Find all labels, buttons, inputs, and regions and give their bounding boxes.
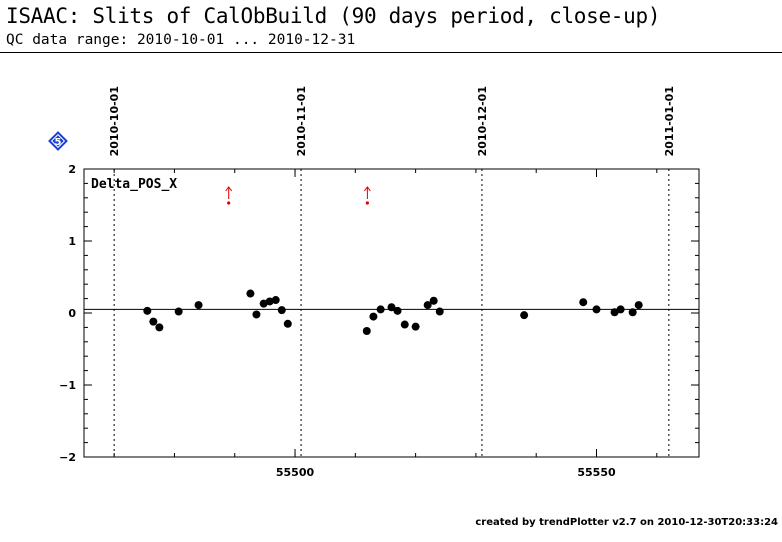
- x-tick-label: 55550: [577, 466, 616, 479]
- data-points: [143, 289, 643, 335]
- y-tick-label: −2: [59, 451, 76, 464]
- date-marker-label: 2010-12-01: [476, 86, 489, 156]
- data-point: [194, 301, 203, 310]
- qc-data-range: QC data range: 2010-10-01 ... 2010-12-31: [6, 32, 356, 48]
- badge-number: 5: [55, 137, 62, 148]
- date-marker-label: 2010-11-01: [295, 86, 308, 156]
- arrow-head-icon: [225, 186, 233, 192]
- data-point: [429, 296, 438, 305]
- data-point: [143, 306, 152, 315]
- data-point: [393, 306, 402, 315]
- data-point: [246, 289, 255, 298]
- panel-label: Delta_POS_X: [91, 177, 177, 192]
- data-point: [283, 319, 292, 328]
- arrow-head-icon: [363, 186, 371, 192]
- data-point: [520, 311, 529, 320]
- y-tick-label: 2: [68, 163, 76, 176]
- data-point: [423, 301, 432, 310]
- data-point: [376, 305, 385, 314]
- data-point: [362, 327, 371, 335]
- footer-credit: created by trendPlotter v2.7 on 2010-12-…: [475, 517, 778, 528]
- data-point: [387, 303, 396, 312]
- page-title: ISAAC: Slits of CalObBuild (90 days peri…: [6, 4, 661, 28]
- data-point: [616, 305, 625, 314]
- data-point: [411, 322, 420, 331]
- data-point: [259, 299, 268, 308]
- x-tick-label: 55500: [276, 466, 315, 479]
- data-point: [155, 323, 164, 332]
- header-divider: [0, 52, 782, 53]
- data-point: [174, 307, 183, 316]
- data-point: [271, 296, 280, 305]
- data-point: [277, 306, 286, 315]
- date-marker-label: 2010-10-01: [108, 86, 121, 156]
- data-point: [400, 320, 409, 329]
- data-point: [634, 301, 643, 310]
- data-point: [592, 305, 601, 314]
- data-point: [265, 297, 274, 306]
- data-point: [252, 310, 261, 319]
- y-tick-label: 1: [68, 235, 76, 248]
- data-point: [369, 312, 378, 321]
- data-point: [149, 317, 158, 326]
- out-of-range-markers: [225, 186, 371, 205]
- out-of-range-point: [365, 201, 369, 205]
- date-marker-label: 2011-01-01: [663, 86, 676, 156]
- data-point: [579, 298, 588, 307]
- out-of-range-point: [227, 201, 231, 205]
- y-tick-label: −1: [59, 379, 76, 392]
- y-tick-label: 0: [68, 307, 76, 320]
- data-point: [435, 307, 444, 316]
- date-markers: 2010-10-01 2010-11-01 2010-12-01 2011-01-01: [108, 86, 676, 457]
- diamond-badge-icon: 5: [48, 131, 68, 151]
- data-point: [628, 308, 637, 317]
- trend-chart: 5 2010-10-01 2010-11-01 2010-12-01 2011-01-…: [48, 86, 700, 479]
- data-point: [610, 308, 619, 317]
